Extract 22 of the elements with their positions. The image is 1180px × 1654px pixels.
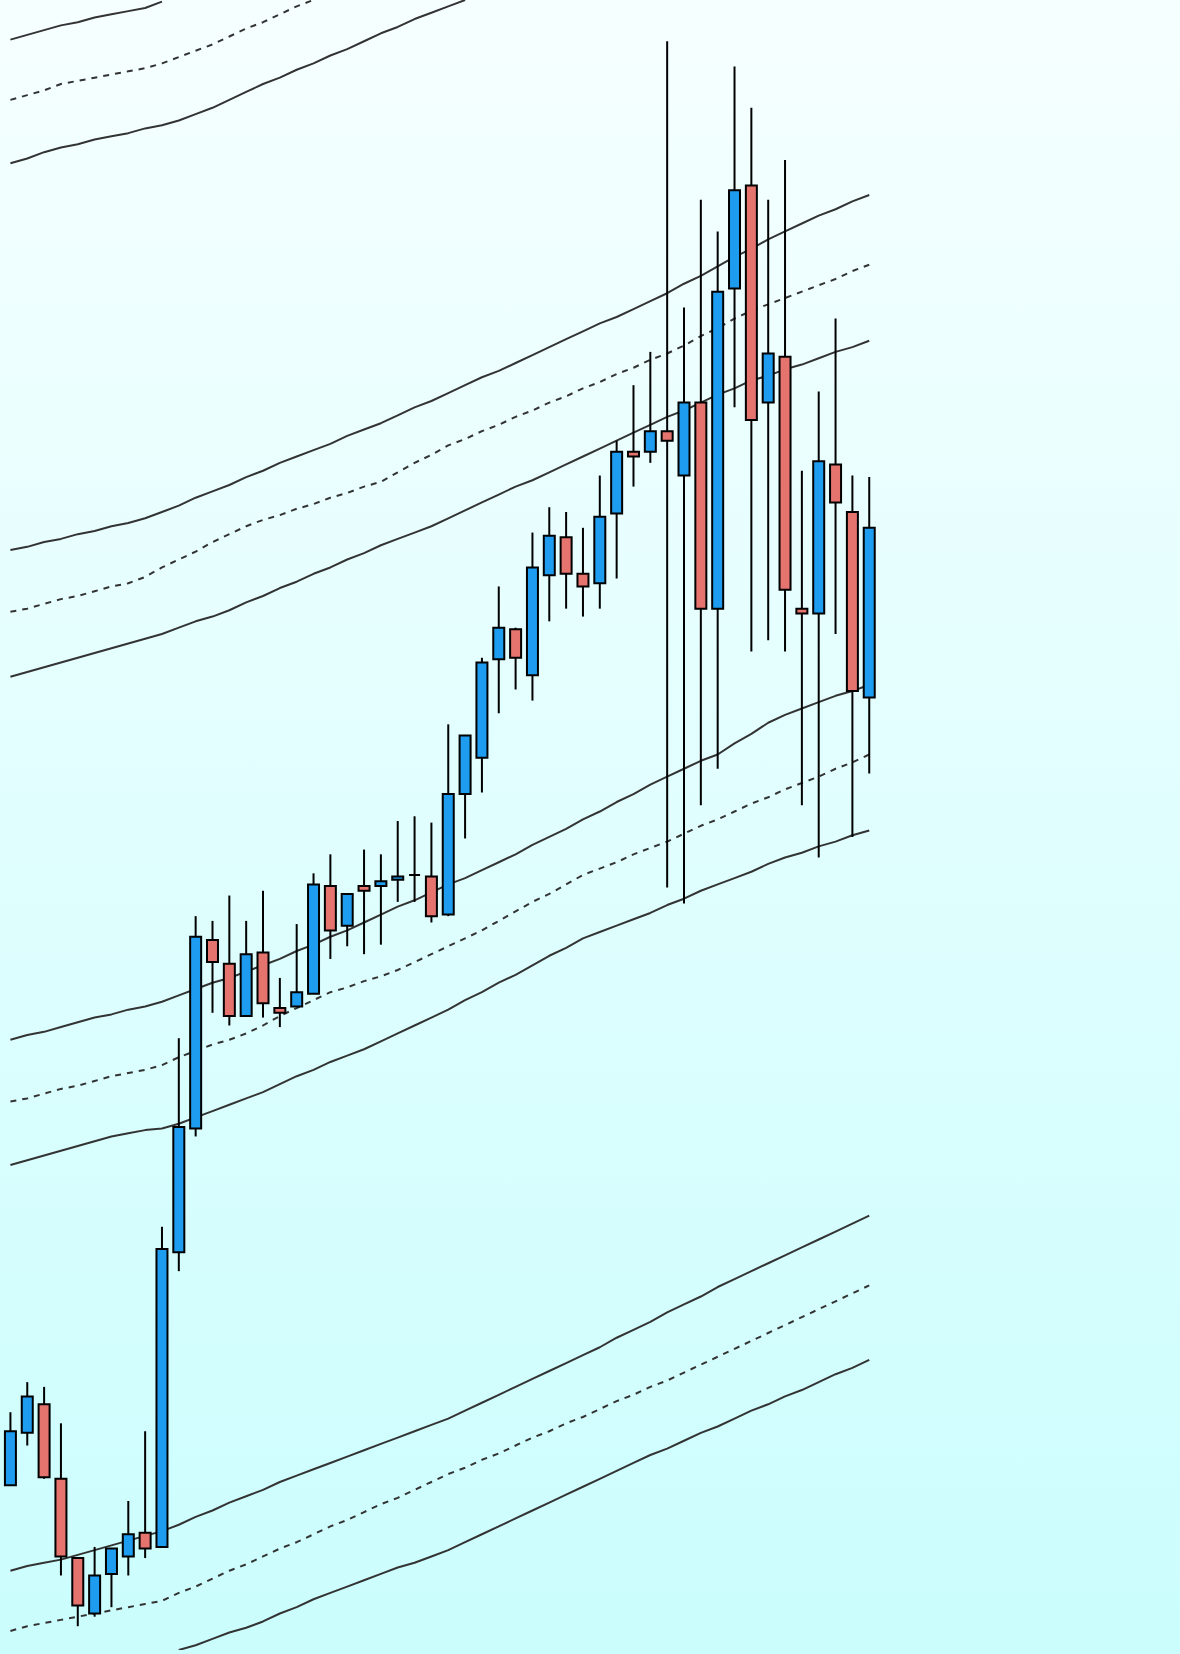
candlestick: [104, 1547, 118, 1609]
candlestick: [643, 350, 657, 464]
candlestick: [424, 821, 438, 924]
candlestick: [340, 892, 354, 948]
candlestick: [205, 919, 219, 1014]
candlestick: [290, 923, 304, 1008]
candlestick: [492, 585, 506, 715]
candlestick: [509, 626, 523, 691]
candlestick: [660, 40, 674, 889]
candlestick: [273, 976, 287, 1029]
candlestick: [626, 384, 640, 488]
candlestick: [408, 815, 422, 903]
candlestick: [323, 853, 337, 960]
candlestick: [829, 317, 843, 636]
candlestick: [795, 469, 809, 807]
candlestick: [542, 506, 556, 623]
candlestick: [71, 1557, 85, 1628]
candlestick: [391, 820, 405, 903]
candlestick: [121, 1499, 135, 1577]
candlestick: [761, 198, 775, 642]
candlestick: [88, 1545, 102, 1618]
candlestick: [20, 1381, 34, 1447]
